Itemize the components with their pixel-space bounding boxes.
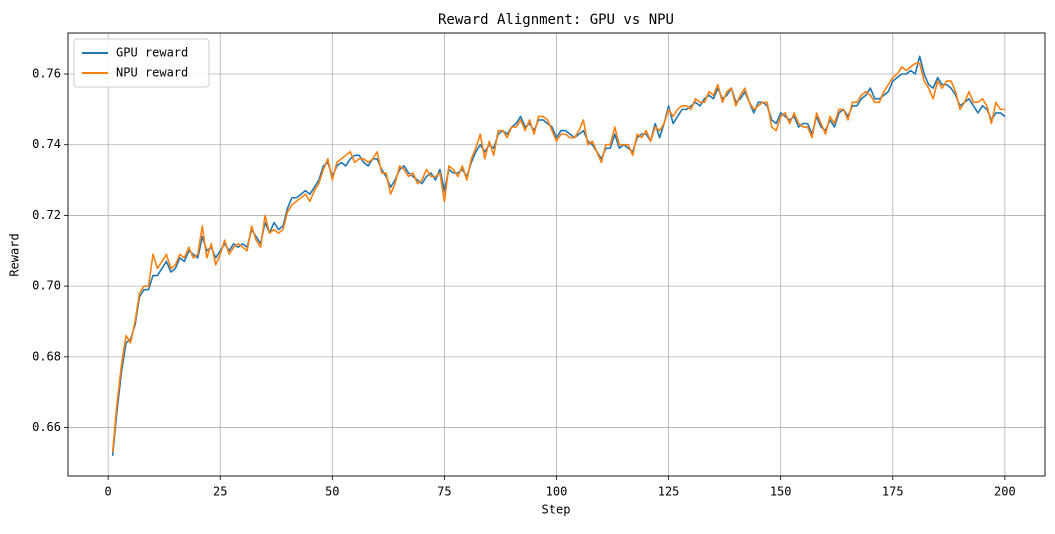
x-tick-label: 25 — [213, 485, 227, 499]
y-tick-label: 0.74 — [32, 137, 61, 151]
y-tick-label: 0.70 — [32, 279, 61, 293]
chart-title: Reward Alignment: GPU vs NPU — [438, 12, 674, 28]
x-tick-label: 0 — [105, 485, 112, 499]
x-tick-label: 150 — [770, 485, 792, 499]
x-tick-label: 175 — [882, 485, 904, 499]
x-axis-label: Step — [542, 503, 571, 517]
line-series — [111, 62, 1005, 453]
x-tick-label: 200 — [994, 485, 1016, 499]
y-tick-label: 0.66 — [32, 420, 61, 434]
legend-box — [73, 38, 210, 88]
x-tick-label: 50 — [325, 485, 339, 499]
y-tick-label: 0.68 — [32, 349, 61, 363]
y-axis-label: Reward — [8, 233, 22, 276]
y-tick-label: 0.76 — [32, 67, 61, 81]
y-tick-label: 0.72 — [32, 208, 61, 222]
legend-label: GPU reward — [116, 46, 188, 60]
legend-label: NPU reward — [116, 66, 188, 80]
plot-frame — [67, 32, 1046, 477]
x-tick-label: 125 — [658, 485, 680, 499]
x-tick-label: 100 — [546, 485, 568, 499]
x-tick-label: 75 — [437, 485, 451, 499]
